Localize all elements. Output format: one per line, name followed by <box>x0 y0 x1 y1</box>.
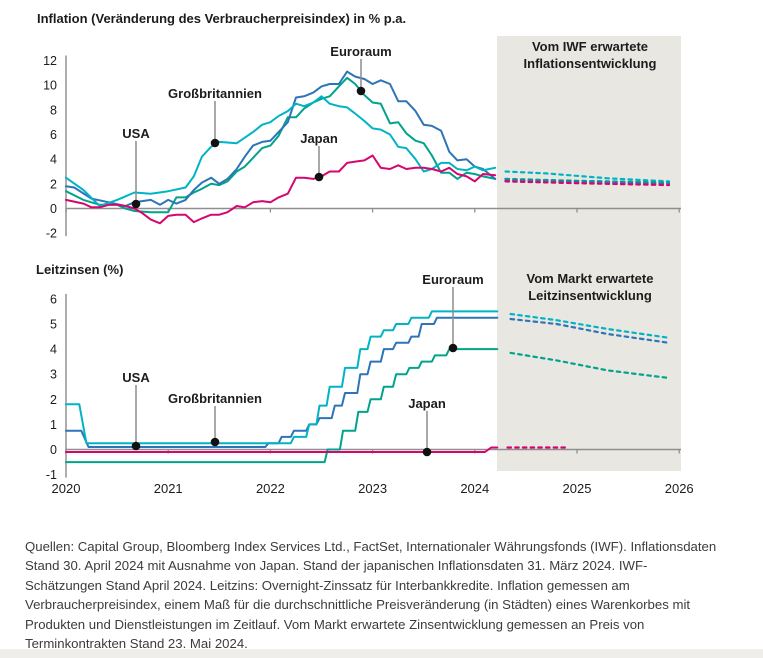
y-tick-label: 4 <box>50 153 57 167</box>
iwf-forecast-annotation-line1: Vom IWF erwartete <box>531 39 649 54</box>
y-tick-label: 5 <box>50 318 57 332</box>
x-axis-year-label: 2020 <box>52 481 81 496</box>
series-Großbritannien-forecast <box>504 170 671 183</box>
y-tick-label: 1 <box>50 418 57 432</box>
footnote-line: Stand 30. April 2024 mit Ausnahme von Ja… <box>25 558 648 574</box>
series-label-Japan: Japan <box>300 131 338 146</box>
leader-dot-Japan <box>314 172 324 182</box>
y-tick-label: 12 <box>43 54 57 68</box>
x-axis-year-label: 2023 <box>358 481 387 496</box>
series-label-Japan: Japan <box>408 396 446 411</box>
x-axis-year-label: 2022 <box>256 481 285 496</box>
series-Euroraum <box>65 76 497 214</box>
x-axis-year-label: 2026 <box>665 481 694 496</box>
y-tick-label: -2 <box>46 227 57 241</box>
series-Japan <box>65 154 497 225</box>
y-tick-label: 8 <box>50 103 57 117</box>
x-axis-year-label: 2024 <box>460 481 489 496</box>
page-bottom-strip <box>0 649 763 658</box>
iwf-forecast-annotation-line2: Inflationsentwicklung <box>523 56 657 71</box>
y-tick-label: 0 <box>50 202 57 216</box>
leader-dot-Euroraum <box>356 86 366 96</box>
leitzinsen-chart-title: Leitzinsen (%) <box>36 262 124 277</box>
series-Euroraum <box>65 348 499 464</box>
series-Großbritannien <box>65 95 497 207</box>
y-tick-label: 4 <box>50 343 57 357</box>
y-tick-label: 6 <box>50 292 57 306</box>
footnote-line: Verbraucherpreisindex, einem Maß für die… <box>25 597 691 613</box>
y-tick-label: 0 <box>50 443 57 457</box>
y-tick-label: 2 <box>50 393 57 407</box>
market-forecast-annotation-line1: Vom Markt erwartete <box>526 271 654 286</box>
series-label-Euroraum: Euroraum <box>422 272 484 287</box>
inflation-chart-title: Inflation (Veränderung des Verbraucherpr… <box>37 11 407 26</box>
leader-dot-USA <box>131 199 141 209</box>
y-tick-label: 2 <box>50 177 57 191</box>
market-forecast-annotation: Vom Markt erwartete Leitzinsentwicklung <box>527 270 654 304</box>
footnote-line: Produkten und Dienstleistungen im Zeitla… <box>25 616 645 632</box>
series-USA <box>65 316 499 448</box>
series-label-Euroraum: Euroraum <box>330 44 392 59</box>
y-tick-label: 10 <box>43 79 57 93</box>
leader-dot-Japan <box>422 447 432 457</box>
leader-dot-Großbritannien <box>210 437 220 447</box>
series-USA-forecast <box>509 317 671 344</box>
series-USA-forecast <box>504 179 671 185</box>
y-tick-label: -1 <box>46 468 57 482</box>
footnote-line: Terminkontrakten Stand 23. Mai 2024. <box>25 636 248 652</box>
series-label-USA: USA <box>122 126 150 141</box>
series-label-Großbritannien: Großbritannien <box>168 391 262 406</box>
series-Großbritannien-forecast <box>509 312 671 339</box>
series-Euroraum-forecast <box>504 177 671 184</box>
y-tick-label: 3 <box>50 368 57 382</box>
footnote-line: Quellen: Capital Group, Bloomberg Index … <box>25 539 717 554</box>
forecast-region <box>497 36 681 471</box>
series-Japan <box>65 446 499 453</box>
x-axis-year-label: 2025 <box>563 481 592 496</box>
series-Japan-forecast <box>504 180 671 187</box>
series-label-Großbritannien: Großbritannien <box>168 86 262 101</box>
series-label-USA: USA <box>122 370 150 385</box>
series-Großbritannien <box>65 310 499 445</box>
source-footnote: Quellen: Capital Group, Bloomberg Index … <box>25 537 745 653</box>
market-forecast-annotation-line2: Leitzinsentwicklung <box>528 288 652 303</box>
leader-dot-Euroraum <box>448 343 458 353</box>
leader-dot-USA <box>131 441 141 451</box>
iwf-forecast-annotation: Vom IWF erwartete Inflationsentwicklung <box>524 38 657 72</box>
footnote-line: Schätzungen Stand April 2024. Leitzins: … <box>25 577 630 593</box>
series-Euroraum-forecast <box>509 351 671 380</box>
y-tick-label: 6 <box>50 128 57 142</box>
series-USA <box>65 70 497 207</box>
x-axis-year-label: 2021 <box>154 481 183 496</box>
leader-dot-Großbritannien <box>210 138 220 148</box>
